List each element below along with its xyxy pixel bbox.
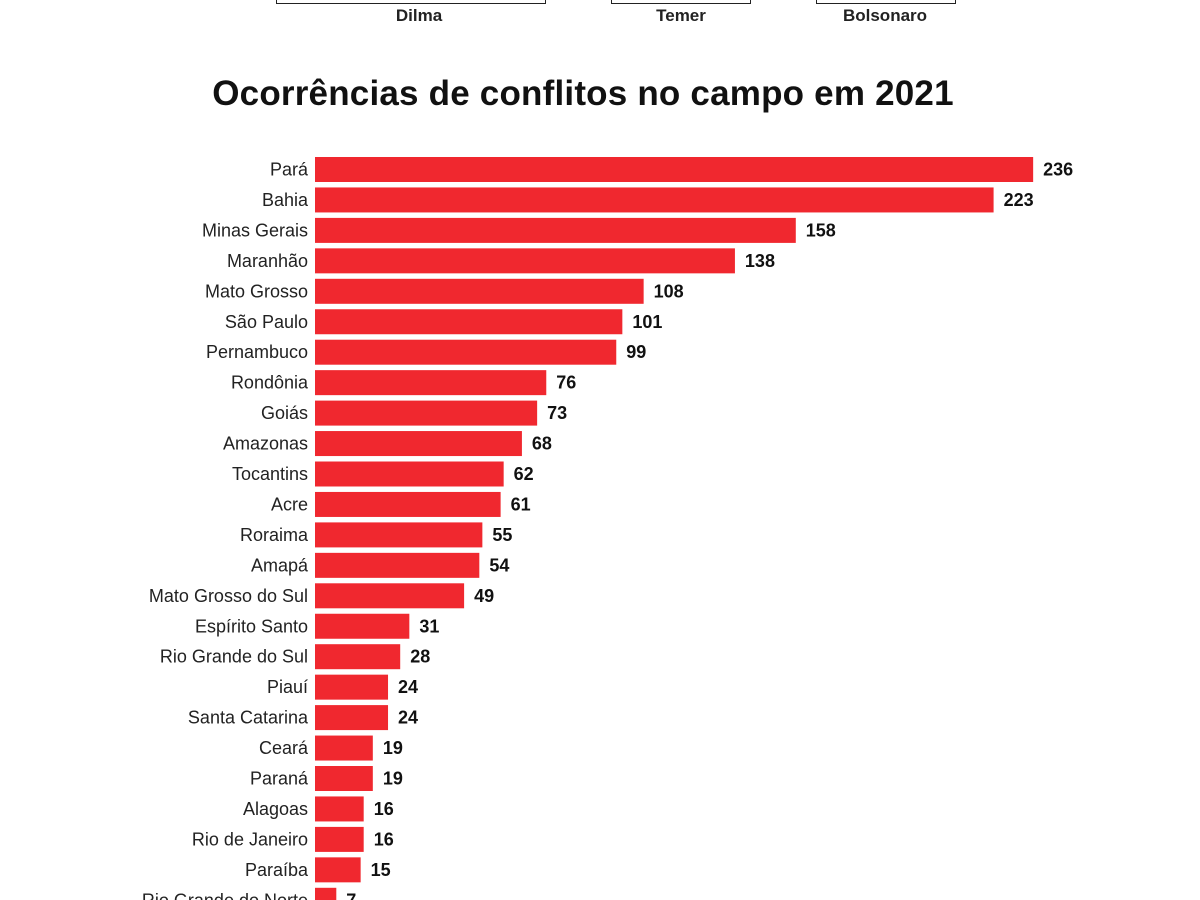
bar-sao-paulo [315,309,623,335]
period-label-bolsonaro: Bolsonaro [842,6,928,25]
bar-para [315,157,1034,182]
value-label-bahia: 223 [1004,190,1034,210]
category-label-bahia: Bahia [262,190,309,210]
bar-paraiba [315,857,361,883]
bar-pernambuco [315,339,617,365]
value-label-maranhao: 138 [745,251,775,271]
value-label-minas-gerais: 158 [806,220,836,240]
category-label-ceara: Ceará [259,738,309,758]
value-label-piaui: 24 [398,677,418,697]
category-label-espirito-santo: Espírito Santo [195,616,308,636]
bar-mato-grosso [315,278,644,304]
value-label-rio-grande-do-norte: 7 [346,890,356,900]
category-label-acre: Acre [271,494,308,514]
bar-piaui [315,674,389,700]
bar-rio-grande-do-norte [315,887,337,900]
bar-tocantins [315,461,504,487]
value-label-amapa: 54 [489,555,509,575]
period-box-dilma [276,0,546,4]
category-label-para: Pará [270,160,309,180]
value-label-paraiba: 15 [371,860,391,880]
bar-alagoas [315,796,364,822]
bar-rio-de-janeiro [315,826,364,852]
bar-minas-gerais [315,217,796,243]
bar-rondonia [315,370,547,396]
bar-mato-grosso-do-sul [315,583,465,609]
category-label-alagoas: Alagoas [243,799,308,819]
value-label-ceara: 19 [383,738,403,758]
value-label-rio-grande-do-sul: 28 [410,647,430,667]
bar-goias [315,400,538,426]
period-header: Dilma Temer Bolsonaro [0,0,1200,40]
category-label-pernambuco: Pernambuco [206,342,308,362]
category-label-mato-grosso: Mato Grosso [205,281,308,301]
value-label-rio-de-janeiro: 16 [374,829,394,849]
bar-amazonas [315,431,522,457]
category-label-parana: Paraná [250,769,309,789]
category-label-minas-gerais: Minas Gerais [202,220,308,240]
category-label-piaui: Piauí [267,677,308,697]
category-label-amapa: Amapá [251,555,309,575]
category-label-rio-grande-do-sul: Rio Grande do Sul [160,647,308,667]
category-label-mato-grosso-do-sul: Mato Grosso do Sul [149,586,308,606]
value-label-alagoas: 16 [374,799,394,819]
bar-roraima [315,522,483,548]
period-box-bolsonaro [816,0,956,4]
period-label-dilma: Dilma [395,6,443,25]
category-label-santa-catarina: Santa Catarina [188,708,309,728]
value-label-espirito-santo: 31 [419,616,439,636]
period-label-temer: Temer [656,6,706,25]
bar-bahia [315,187,994,213]
value-label-rondonia: 76 [556,373,576,393]
bar-santa-catarina [315,705,389,731]
bar-ceara [315,735,373,761]
value-label-acre: 61 [511,494,531,514]
category-label-roraima: Roraima [240,525,309,545]
value-label-para: 236 [1043,160,1073,180]
category-label-maranhao: Maranhão [227,251,308,271]
value-label-goias: 73 [547,403,567,423]
value-label-tocantins: 62 [514,464,534,484]
value-label-parana: 19 [383,769,403,789]
value-label-roraima: 55 [492,525,512,545]
bar-parana [315,766,373,791]
value-label-pernambuco: 99 [626,342,646,362]
bar-espirito-santo [315,613,410,639]
value-label-amazonas: 68 [532,434,552,454]
bar-rio-grande-do-sul [315,644,401,670]
category-label-goias: Goiás [261,403,308,423]
chart-title: Ocorrências de conflitos no campo em 202… [212,74,954,113]
category-label-rondonia: Rondônia [231,373,309,393]
category-label-tocantins: Tocantins [232,464,308,484]
value-label-santa-catarina: 24 [398,708,418,728]
bar-maranhao [315,248,735,274]
category-label-paraiba: Paraíba [245,860,309,880]
value-label-sao-paulo: 101 [632,312,662,332]
category-label-sao-paulo: São Paulo [225,312,308,332]
period-box-temer [611,0,751,4]
category-label-rio-grande-do-norte: Rio Grande do Norte [142,890,308,900]
value-label-mato-grosso-do-sul: 49 [474,586,494,606]
bar-amapa [315,552,480,578]
value-label-mato-grosso: 108 [654,281,684,301]
bar-acre [315,491,501,517]
category-label-rio-de-janeiro: Rio de Janeiro [192,829,308,849]
category-label-amazonas: Amazonas [223,434,308,454]
